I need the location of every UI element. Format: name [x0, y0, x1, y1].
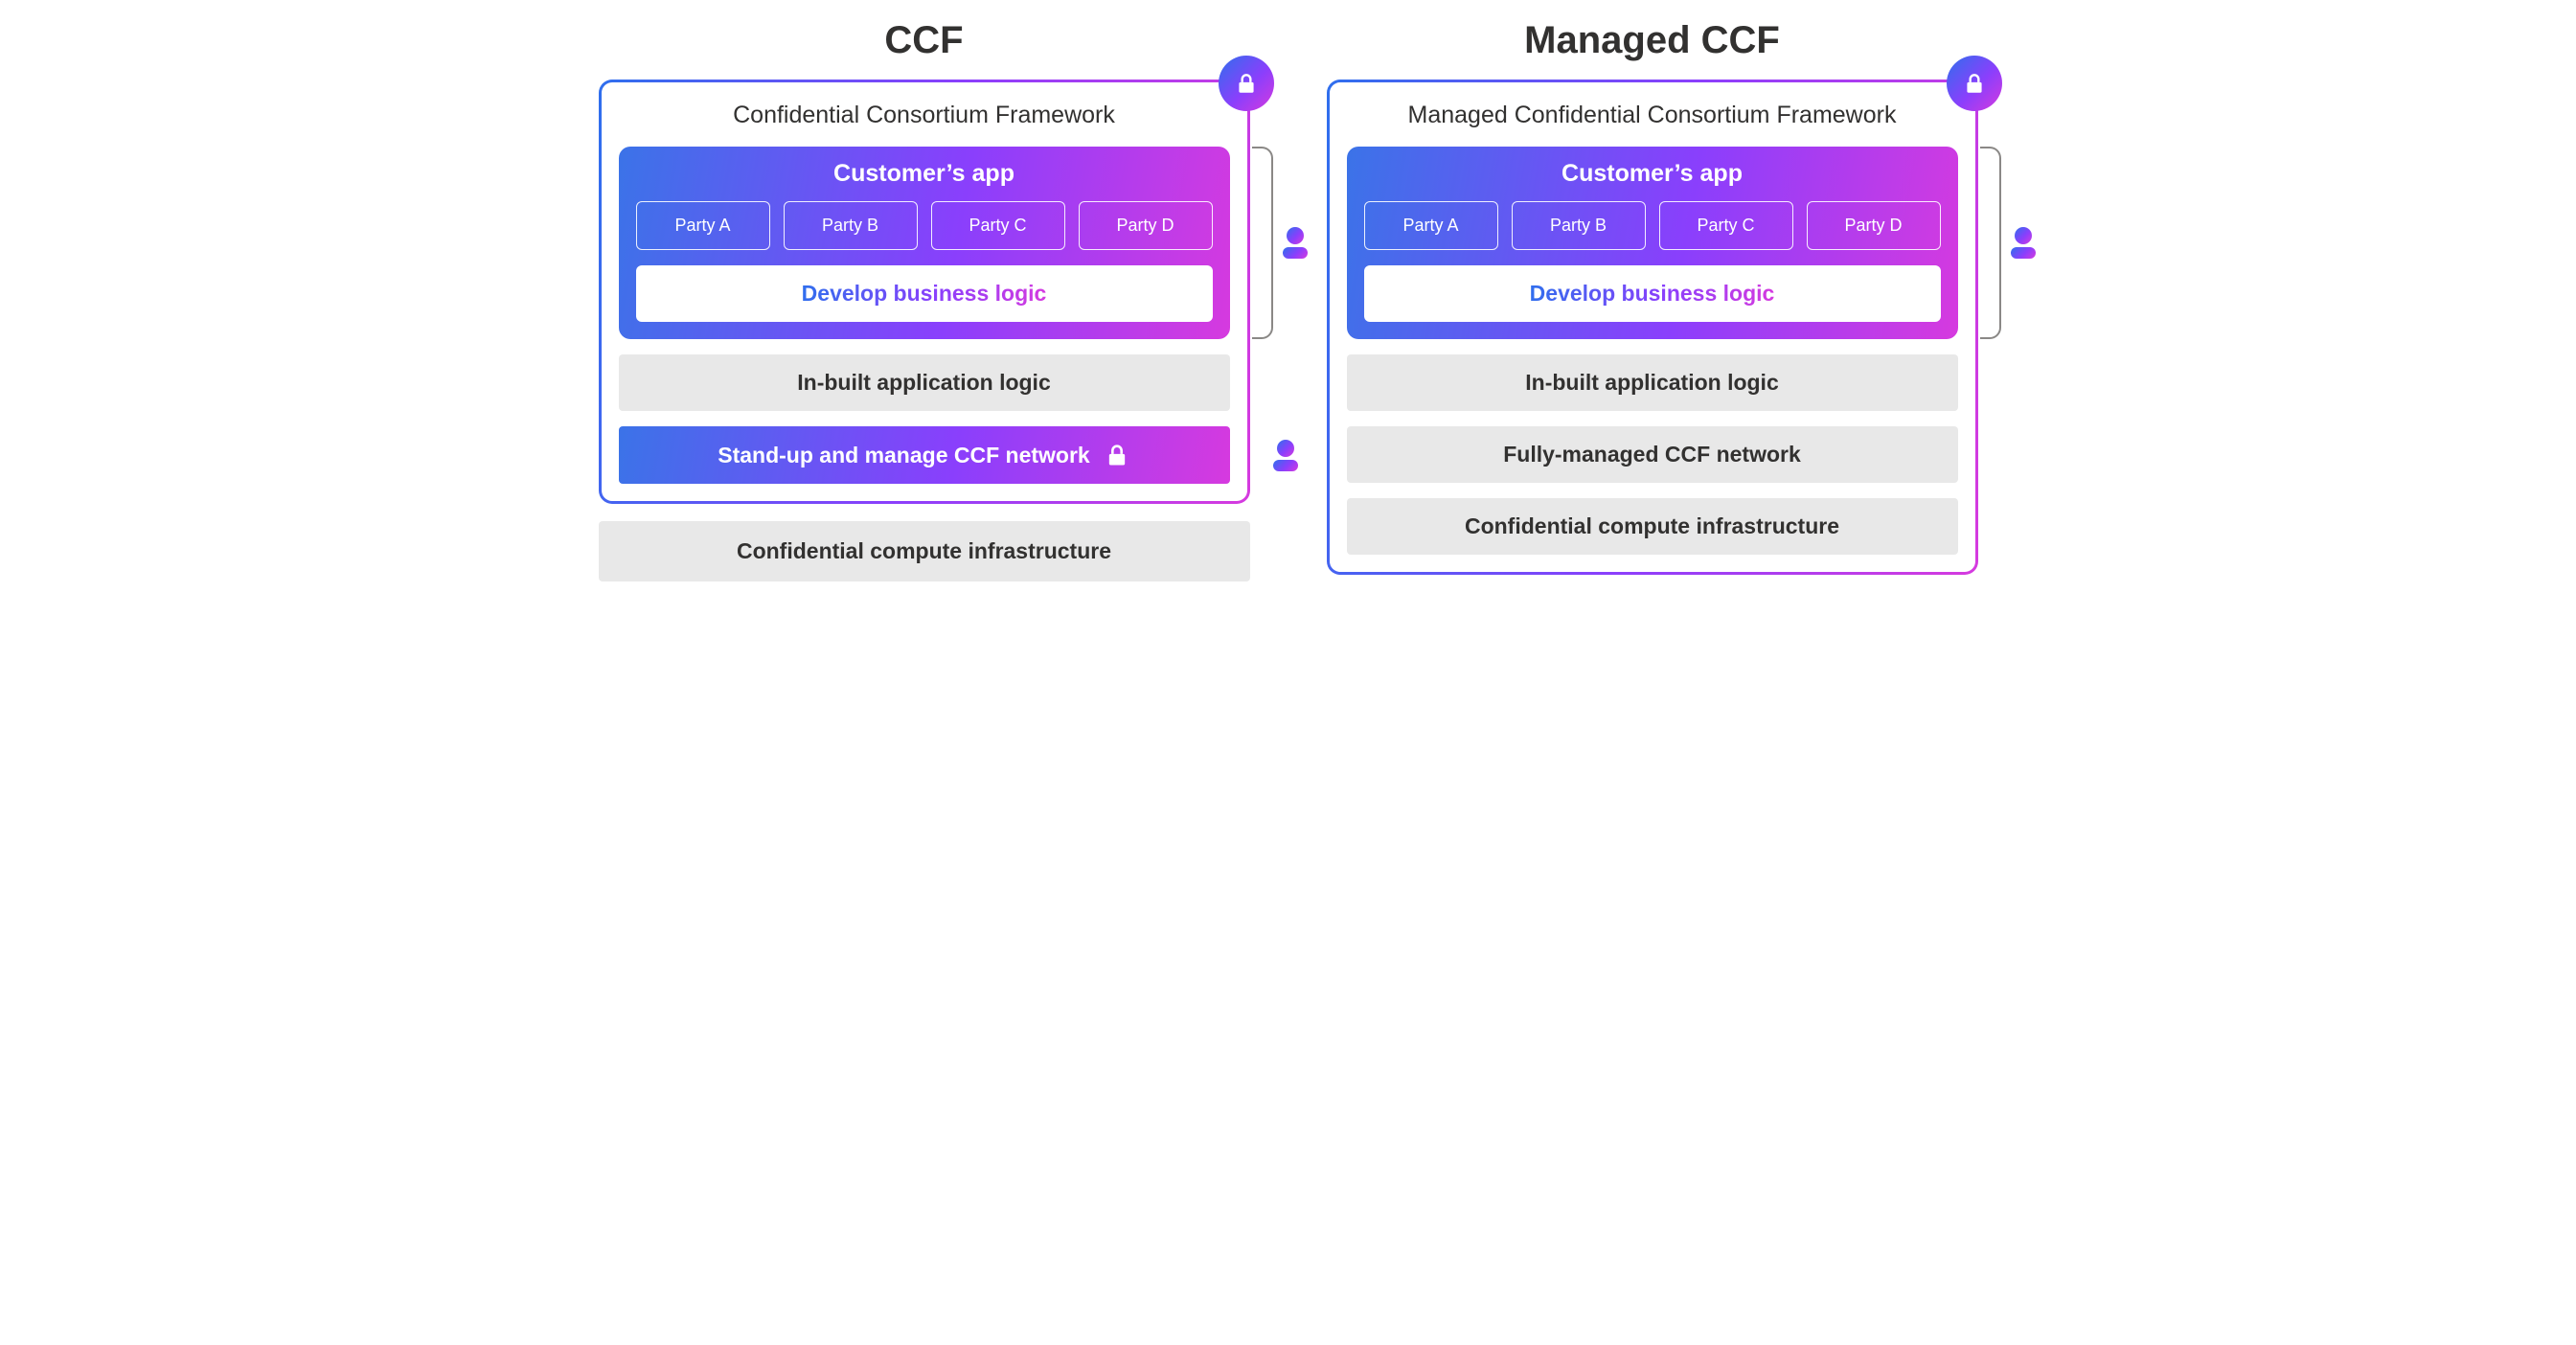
party-box: Party A [636, 201, 770, 250]
managed-ccf-column: Managed CCF Managed Confidential Consort… [1327, 19, 1978, 581]
party-box: Party C [1659, 201, 1793, 250]
user-bracket-app [1980, 147, 2036, 339]
layer-managed-network: Fully-managed CCF network [1347, 426, 1958, 483]
develop-label: Develop business logic [802, 281, 1047, 306]
party-box: Party B [784, 201, 918, 250]
ccf-framework-box: Confidential Consortium Framework Custom… [599, 80, 1250, 504]
bracket-icon [1980, 147, 2001, 339]
layer-label: Stand-up and manage CCF network [718, 443, 1089, 468]
party-row: Party A Party B Party C Party D [636, 201, 1213, 250]
layer-inbuilt: In-built application logic [619, 354, 1230, 411]
lock-icon [1104, 442, 1130, 468]
develop-business-logic-bar: Develop business logic [636, 265, 1213, 322]
party-box: Party A [1364, 201, 1498, 250]
party-row: Party A Party B Party C Party D [1364, 201, 1941, 250]
party-box: Party D [1807, 201, 1941, 250]
ccf-framework-title: Confidential Consortium Framework [619, 102, 1230, 129]
lock-icon [1219, 56, 1274, 111]
managed-ccf-outer-wrap: Managed Confidential Consortium Framewor… [1327, 80, 1978, 575]
develop-business-logic-bar: Develop business logic [1364, 265, 1941, 322]
layer-inbuilt: In-built application logic [1347, 354, 1958, 411]
user-icon [1273, 440, 1298, 471]
ccf-title: CCF [884, 19, 963, 62]
layer-infrastructure-outside: Confidential compute infrastructure [599, 521, 1250, 581]
managed-ccf-title: Managed CCF [1524, 19, 1780, 62]
ccf-column: CCF Confidential Consortium Framework Cu… [599, 19, 1250, 581]
managed-ccf-framework-box: Managed Confidential Consortium Framewor… [1327, 80, 1978, 575]
ccf-outer-wrap: Confidential Consortium Framework Custom… [599, 80, 1250, 504]
party-box: Party B [1512, 201, 1646, 250]
lock-icon [1947, 56, 2002, 111]
managed-framework-title: Managed Confidential Consortium Framewor… [1347, 102, 1958, 129]
layer-manage-network: Stand-up and manage CCF network [619, 426, 1230, 484]
managed-app-panel: Customer’s app Party A Party B Party C P… [1347, 147, 1958, 339]
party-box: Party C [931, 201, 1065, 250]
layer-infrastructure: Confidential compute infrastructure [1347, 498, 1958, 555]
user-icon [2011, 227, 2036, 259]
user-bracket-app [1252, 147, 1308, 339]
user-icon [1283, 227, 1308, 259]
app-title: Customer’s app [1364, 160, 1941, 188]
ccf-app-panel: Customer’s app Party A Party B Party C P… [619, 147, 1230, 339]
ccf-comparison-diagram: CCF Confidential Consortium Framework Cu… [580, 19, 1997, 581]
party-box: Party D [1079, 201, 1213, 250]
user-bracket-network [1264, 426, 1298, 484]
develop-label: Develop business logic [1530, 281, 1775, 306]
app-title: Customer’s app [636, 160, 1213, 188]
bracket-icon [1252, 147, 1273, 339]
